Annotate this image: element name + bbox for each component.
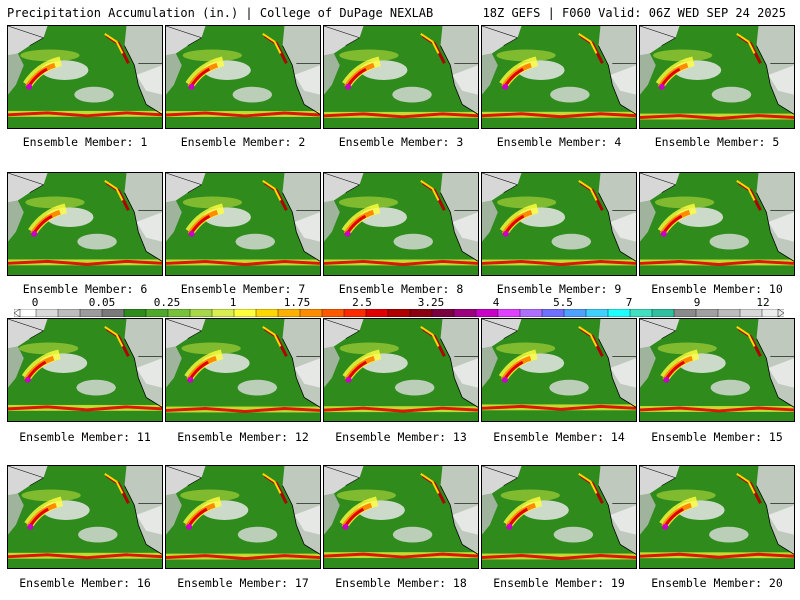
- ensemble-member-map: [639, 25, 795, 129]
- ensemble-member-label: Ensemble Member: 9: [496, 282, 622, 296]
- ensemble-member-label: Ensemble Member: 4: [496, 135, 622, 149]
- model-run-info: 18Z GEFS | F060 Valid: 06Z WED SEP 24 20…: [482, 6, 786, 20]
- colorbar-swatch: [277, 309, 301, 317]
- ensemble-member-label: Ensemble Member: 16: [19, 576, 151, 590]
- ensemble-member-map: [323, 318, 479, 422]
- ensemble-member-label: Ensemble Member: 18: [335, 576, 467, 590]
- colorbar-swatch: [365, 309, 389, 317]
- colorbar-swatch: [431, 309, 455, 317]
- ensemble-member-label: Ensemble Member: 1: [22, 135, 148, 149]
- ensemble-member-label: Ensemble Member: 15: [651, 430, 783, 444]
- colorbar-tick-label: 7: [625, 296, 633, 309]
- colorbar-swatch: [739, 309, 763, 317]
- colorbar-tick-label: 0.25: [153, 296, 181, 309]
- colorbar-swatch: [211, 309, 235, 317]
- colorbar-swatch: [475, 309, 499, 317]
- colorbar-tick-label: 12: [756, 296, 770, 309]
- ensemble-member-label: Ensemble Member: 2: [180, 135, 306, 149]
- ensemble-member-label: Ensemble Member: 3: [338, 135, 464, 149]
- colorbar-swatch: [123, 309, 147, 317]
- colorbar-tick-label: 1.75: [283, 296, 311, 309]
- ensemble-member-map: [481, 465, 637, 569]
- colorbar-swatch: [651, 309, 675, 317]
- colorbar-swatch: [717, 309, 741, 317]
- ensemble-member-map: [481, 25, 637, 129]
- colorbar-tick-label: 0.05: [88, 296, 116, 309]
- ensemble-member-map: [639, 318, 795, 422]
- colorbar-tick-label: 4: [492, 296, 500, 309]
- ensemble-member-map: [165, 318, 321, 422]
- colorbar-tick-label: 9: [693, 296, 701, 309]
- ensemble-member-map: [7, 318, 163, 422]
- colorbar-right-arrow: [777, 309, 784, 317]
- ensemble-member-map: [323, 25, 479, 129]
- colorbar-tick-label: 1: [229, 296, 237, 309]
- ensemble-member-map: [165, 25, 321, 129]
- colorbar-swatch: [453, 309, 477, 317]
- colorbar-tick-label: 0: [31, 296, 39, 309]
- colorbar-tick-label: 3.25: [417, 296, 445, 309]
- colorbar-swatch: [321, 309, 345, 317]
- ensemble-member-map: [165, 172, 321, 276]
- ensemble-member-label: Ensemble Member: 19: [493, 576, 625, 590]
- ensemble-member-map: [7, 172, 163, 276]
- ensemble-member-map: [639, 465, 795, 569]
- ensemble-member-label: Ensemble Member: 10: [651, 282, 783, 296]
- colorbar-swatch: [541, 309, 565, 317]
- ensemble-member-map: [323, 465, 479, 569]
- colorbar-swatch: [409, 309, 433, 317]
- colorbar-swatch: [761, 309, 784, 317]
- colorbar-strip: [14, 309, 784, 317]
- colorbar-swatch: [145, 309, 169, 317]
- colorbar-swatch: [233, 309, 257, 317]
- ensemble-member-map: [323, 172, 479, 276]
- ensemble-member-label: Ensemble Member: 14: [493, 430, 625, 444]
- ensemble-member-map: [7, 465, 163, 569]
- colorbar-swatch: [585, 309, 609, 317]
- colorbar-swatch: [299, 309, 323, 317]
- colorbar-swatch: [519, 309, 543, 317]
- ensemble-member-label: Ensemble Member: 13: [335, 430, 467, 444]
- ensemble-member-label: Ensemble Member: 12: [177, 430, 309, 444]
- ensemble-member-map: [481, 318, 637, 422]
- header: Precipitation Accumulation (in.) | Colle…: [0, 0, 800, 24]
- colorbar-swatch: [607, 309, 631, 317]
- colorbar-swatch: [343, 309, 367, 317]
- ensemble-member-map: [639, 172, 795, 276]
- colorbar-swatch: [497, 309, 521, 317]
- ensemble-member-label: Ensemble Member: 20: [651, 576, 783, 590]
- colorbar-swatch: [563, 309, 587, 317]
- colorbar-swatch: [167, 309, 191, 317]
- colorbar-swatch: [629, 309, 653, 317]
- colorbar-swatch: [79, 309, 103, 317]
- colorbar-swatch: [101, 309, 125, 317]
- ensemble-member-label: Ensemble Member: 6: [22, 282, 148, 296]
- ensemble-member-map: [165, 465, 321, 569]
- colorbar-swatch: [673, 309, 697, 317]
- ensemble-member-label: Ensemble Member: 17: [177, 576, 309, 590]
- ensemble-member-label: Ensemble Member: 5: [654, 135, 780, 149]
- colorbar-swatch: [695, 309, 719, 317]
- colorbar-tick-label: 5.5: [553, 296, 573, 309]
- colorbar: 0 0.05 0.25 1 1.75 2.5 3.25 4 5.5 7 9 12: [0, 296, 800, 318]
- ensemble-member-label: Ensemble Member: 8: [338, 282, 464, 296]
- ensemble-member-label: Ensemble Member: 11: [19, 430, 151, 444]
- colorbar-swatch: [387, 309, 411, 317]
- colorbar-swatch: [35, 309, 59, 317]
- colorbar-tick-label: 2.5: [352, 296, 372, 309]
- colorbar-swatch: [57, 309, 81, 317]
- ensemble-member-map: [481, 172, 637, 276]
- colorbar-swatch: [189, 309, 213, 317]
- page-title: Precipitation Accumulation (in.) | Colle…: [7, 6, 434, 20]
- ensemble-member-map: [7, 25, 163, 129]
- colorbar-left-arrow: [14, 309, 21, 317]
- colorbar-swatch: [255, 309, 279, 317]
- ensemble-member-label: Ensemble Member: 7: [180, 282, 306, 296]
